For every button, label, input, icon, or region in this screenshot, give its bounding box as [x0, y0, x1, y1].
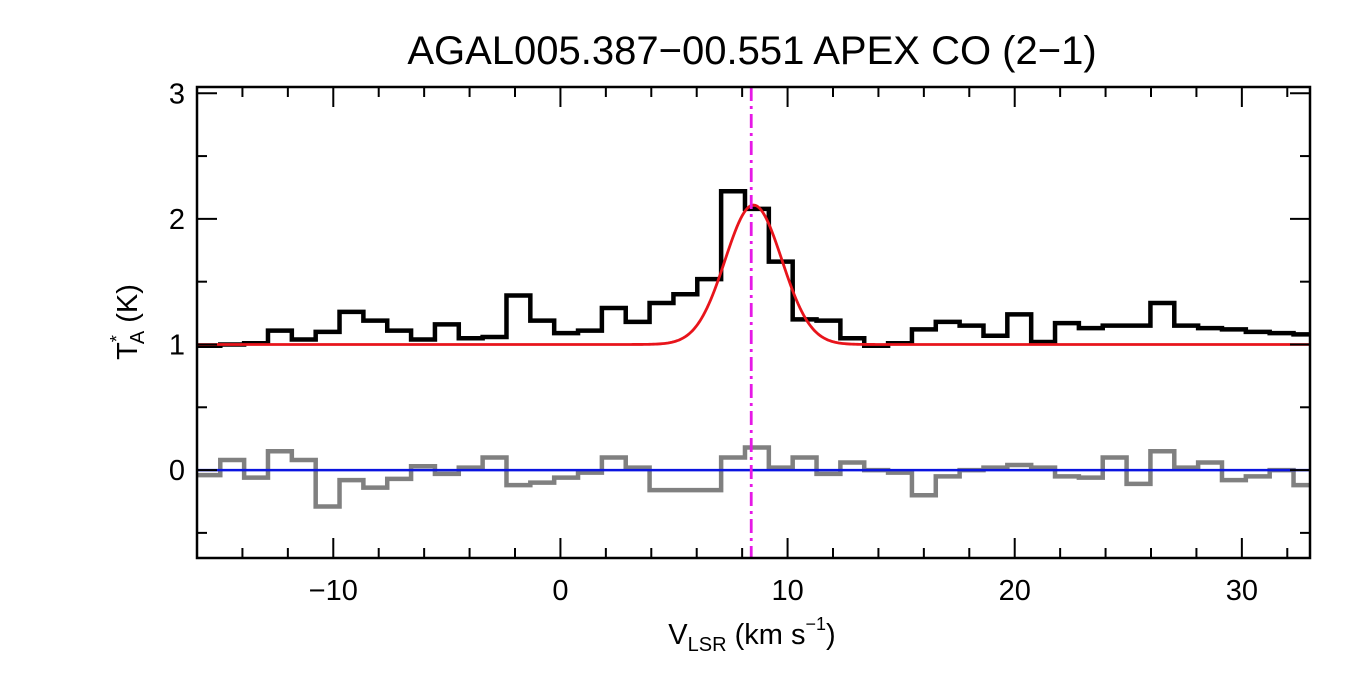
x-axis-label-units: (km s	[727, 619, 806, 651]
x-tick-label: −10	[309, 575, 358, 607]
y-axis-label-units: (K)	[112, 284, 144, 331]
x-axis-label-sup: −1	[805, 614, 826, 634]
x-axis-label-main: V	[668, 619, 688, 651]
y-tick-label: 0	[169, 455, 185, 487]
y-tick-label: 2	[169, 204, 185, 236]
residual-series-line	[197, 445, 1310, 509]
x-axis-label: VLSR (km s−1)	[668, 614, 835, 656]
plot-area	[197, 87, 1310, 558]
y-tick-label: 3	[169, 78, 185, 110]
axis-ticks	[196, 87, 1310, 558]
x-tick-label: 0	[552, 575, 568, 607]
x-tick-label: 10	[771, 575, 803, 607]
x-axis-label-sub: LSR	[688, 634, 727, 656]
gaussian-fit-curve	[197, 203, 1310, 346]
plot-clipped	[197, 189, 1310, 509]
chart-title: AGAL005.387−00.551 APEX CO (2−1)	[407, 29, 1096, 73]
x-tick-label: 30	[1226, 575, 1258, 607]
y-axis-label: T*A (K)	[107, 284, 149, 360]
y-tick-label: 1	[169, 329, 185, 361]
y-axis-label-sub: A	[127, 330, 149, 344]
tick-labels: −10 0 10 20 30 0 1 2 3	[169, 78, 1258, 607]
plot-frame	[195, 85, 1312, 560]
y-axis-label-sup: *	[107, 335, 127, 342]
y-axis-label-main: T	[112, 342, 144, 360]
x-axis-label-close: )	[826, 619, 836, 651]
spectrum-series-line	[197, 189, 1310, 348]
x-tick-label: 20	[999, 575, 1031, 607]
